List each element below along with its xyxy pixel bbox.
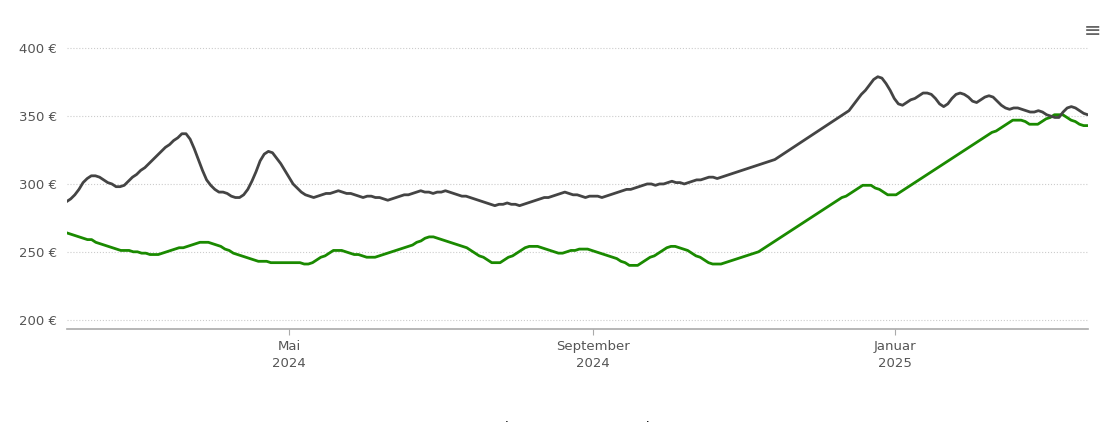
- Legend: lose Ware, Sackware: lose Ware, Sackware: [463, 416, 692, 422]
- Text: ≡: ≡: [1083, 21, 1101, 41]
